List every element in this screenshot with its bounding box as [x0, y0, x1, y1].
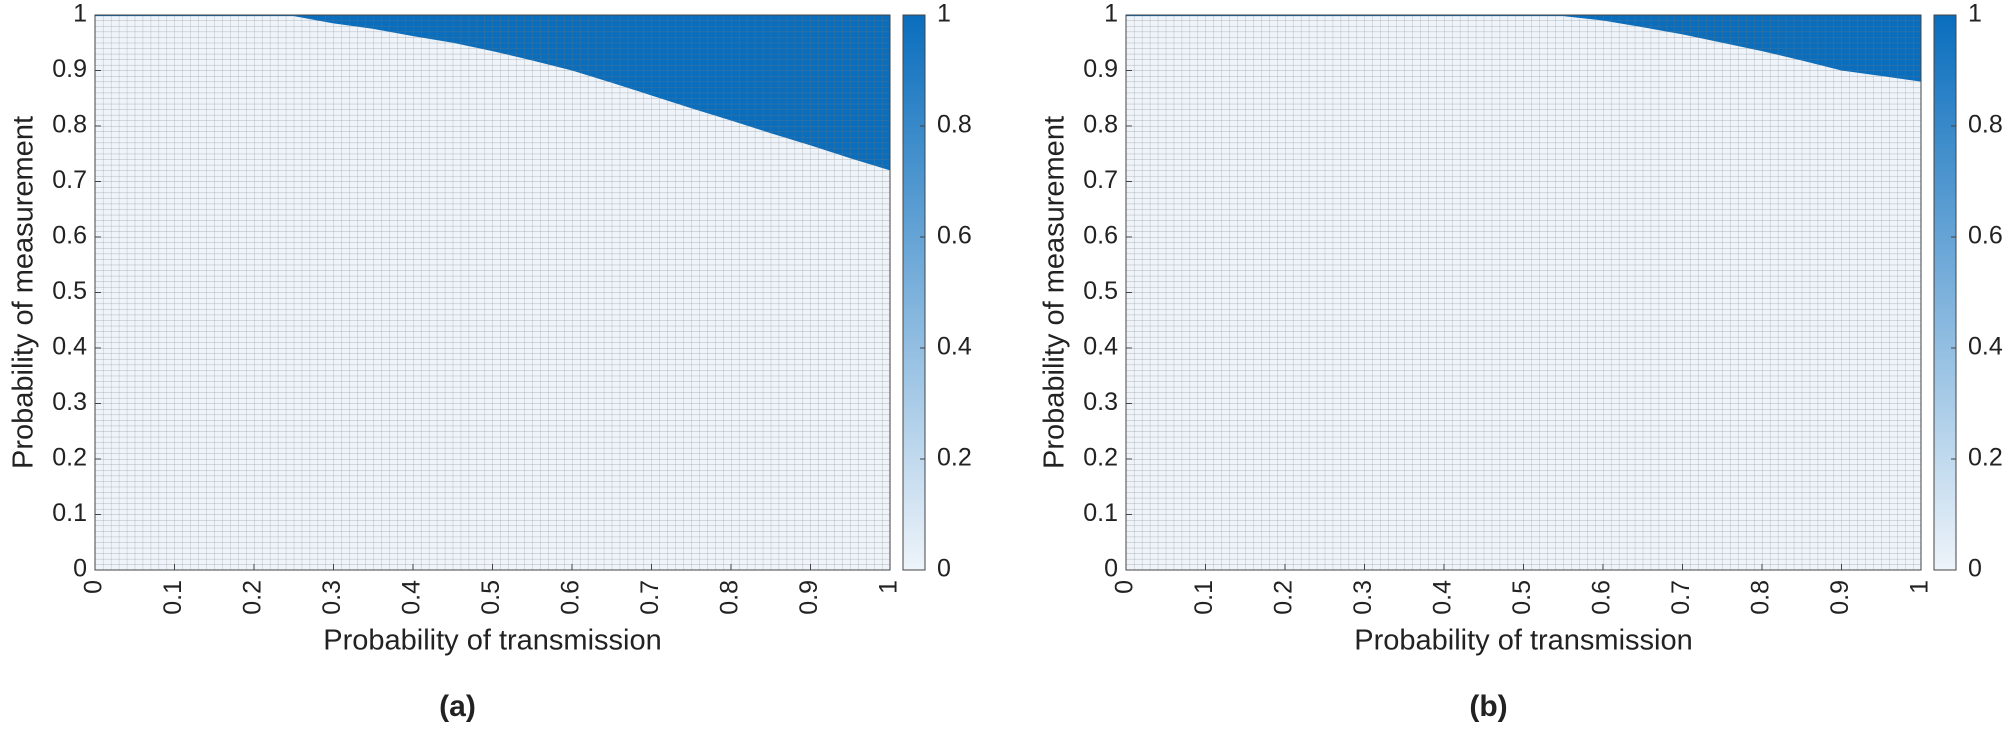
- x-tick-label: 0.2: [239, 580, 267, 615]
- x-axis-label: Probability of transmission: [323, 625, 661, 657]
- x-tick-label: 0.9: [795, 580, 823, 615]
- x-tick-label: 0.7: [1667, 580, 1695, 615]
- y-tick-label: 0.3: [1083, 388, 1118, 416]
- y-tick-label: 0.8: [52, 111, 87, 139]
- y-tick-label: 0.5: [52, 277, 87, 305]
- x-tick-label: 0.4: [1429, 580, 1457, 615]
- colorbar-tick-label: 1: [937, 0, 951, 28]
- y-tick-label: 1: [73, 0, 87, 28]
- colorbar-tick-label: 0.6: [1968, 222, 2003, 250]
- x-tick-label: 0.8: [716, 580, 744, 615]
- y-tick-label: 0.9: [52, 55, 87, 83]
- x-tick-label: 0.8: [1747, 580, 1775, 615]
- y-tick-label: 0: [1104, 555, 1118, 583]
- x-tick-label: 0.6: [557, 580, 585, 615]
- colorbar-tick-label: 0: [1968, 555, 1982, 583]
- y-tick-label: 0.4: [1083, 333, 1118, 361]
- y-tick-label: 0.2: [52, 444, 87, 472]
- y-tick-label: 0.1: [52, 499, 87, 527]
- x-tick-label: 0.5: [477, 580, 505, 615]
- y-tick-label: 0.7: [52, 166, 87, 194]
- y-tick-label: 0.6: [52, 222, 87, 250]
- y-tick-label: 0.8: [1083, 111, 1118, 139]
- grid-overlay: [1126, 15, 1921, 570]
- x-tick-label: 0.3: [318, 580, 346, 615]
- y-tick-label: 0.3: [52, 388, 87, 416]
- caption: (b): [1469, 690, 1507, 723]
- x-tick-label: 0.3: [1349, 580, 1377, 615]
- x-axis-label: Probability of transmission: [1354, 625, 1692, 657]
- x-tick-label: 0.7: [636, 580, 664, 615]
- x-tick-label: 0.6: [1588, 580, 1616, 615]
- x-tick-label: 0: [80, 580, 108, 594]
- x-tick-label: 0: [1111, 580, 1139, 594]
- colorbar: [902, 14, 926, 571]
- caption: (a): [439, 690, 476, 723]
- x-tick-label: 0.9: [1826, 580, 1854, 615]
- y-axis-label: Probability of measurement: [8, 116, 40, 469]
- colorbar-tick-label: 0: [937, 555, 951, 583]
- x-tick-label: 0.1: [159, 580, 187, 615]
- x-tick-label: 0.5: [1508, 580, 1536, 615]
- x-tick-label: 1: [875, 580, 903, 594]
- colorbar-tick-label: 0.8: [1968, 111, 2003, 139]
- y-tick-label: 0.9: [1083, 55, 1118, 83]
- y-tick-label: 1: [1104, 0, 1118, 28]
- colorbar: [1933, 14, 1957, 571]
- y-tick-label: 0.5: [1083, 277, 1118, 305]
- colorbar-tick-label: 0.4: [937, 333, 972, 361]
- x-tick-label: 1: [1906, 580, 1934, 594]
- y-tick-label: 0.1: [1083, 499, 1118, 527]
- colorbar-tick-label: 0.4: [1968, 333, 2003, 361]
- colorbar-tick-label: 0.6: [937, 222, 972, 250]
- x-tick-label: 0.2: [1270, 580, 1298, 615]
- y-tick-label: 0.6: [1083, 222, 1118, 250]
- colorbar-tick-label: 0.2: [937, 444, 972, 472]
- grid-overlay: [95, 15, 890, 570]
- colorbar-tick-label: 1: [1968, 0, 1982, 28]
- y-tick-label: 0: [73, 555, 87, 583]
- colorbar-tick-label: 0.2: [1968, 444, 2003, 472]
- y-tick-label: 0.4: [52, 333, 87, 361]
- colorbar-tick-label: 0.8: [937, 111, 972, 139]
- y-axis-label: Probability of measurement: [1039, 116, 1071, 469]
- x-tick-label: 0.4: [398, 580, 426, 615]
- y-tick-label: 0.2: [1083, 444, 1118, 472]
- y-tick-label: 0.7: [1083, 166, 1118, 194]
- x-tick-label: 0.1: [1190, 580, 1218, 615]
